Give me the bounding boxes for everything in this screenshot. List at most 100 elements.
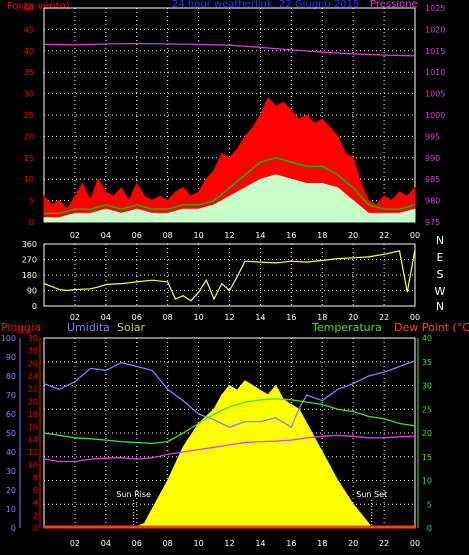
wind-average-line <box>44 157 416 215</box>
solar-area <box>133 380 373 529</box>
wind-panel-xtick: 02 <box>70 231 80 240</box>
climate-panel-xtick: 10 <box>193 539 203 548</box>
direction-panel-xtick: 16 <box>286 313 296 322</box>
rain-ytick: 14 <box>28 435 38 444</box>
wind-ytick: 25 <box>24 111 34 120</box>
pressure-ytick: 990 <box>425 154 440 163</box>
rain-ytick: 24 <box>28 372 38 381</box>
rain-ytick: 18 <box>28 410 38 419</box>
wind-panel-xtick: 22 <box>379 231 389 240</box>
chart-title: 24 hour weatherlink, 22 Giugno 2015 <box>172 0 360 10</box>
compass-label: W <box>435 285 446 298</box>
rain-ytick: 10 <box>28 461 38 470</box>
direction-ytick: 180 <box>22 271 37 280</box>
temperature-ytick: 35 <box>422 358 432 367</box>
temperature-ytick: 0 <box>427 524 432 533</box>
legend-temperature: Temperatura <box>312 321 382 334</box>
rain-ytick: 6 <box>33 486 38 495</box>
legend-humidity: Umidita <box>67 321 110 334</box>
humidity-ytick: 80 <box>6 372 16 381</box>
pressure-ytick: 995 <box>425 132 440 141</box>
wind-panel-xtick: 10 <box>193 231 203 240</box>
direction-panel-xtick: 22 <box>379 313 389 322</box>
wind-speed-area <box>43 174 416 223</box>
wind-axis-label: Forza vento) <box>7 1 70 12</box>
rain-ytick: 26 <box>28 359 38 368</box>
climate-panel-xtick: 12 <box>224 539 234 548</box>
pressure-ytick: 980 <box>425 197 440 206</box>
compass-label: S <box>437 268 444 281</box>
direction-panel-xtick: 02 <box>70 313 80 322</box>
humidity-ytick: 20 <box>6 486 16 495</box>
legend-solar: Solar <box>117 321 146 334</box>
rain-ytick: 28 <box>28 347 38 356</box>
direction-ytick: 270 <box>22 256 37 265</box>
wind-ytick: 30 <box>24 90 34 99</box>
pressure-ytick: 985 <box>425 175 440 184</box>
direction-ytick: 360 <box>22 240 37 249</box>
direction-panel-xtick: 04 <box>101 313 111 322</box>
climate-panel-xtick: 14 <box>255 539 265 548</box>
rain-ytick: 22 <box>28 385 38 394</box>
wind-ytick: 40 <box>24 47 34 56</box>
humidity-ytick: 10 <box>6 505 16 514</box>
climate-panel-xtick: 06 <box>132 539 142 548</box>
legend-dew-point: Dew Point (°C) <box>394 321 469 334</box>
humidity-ytick: 30 <box>6 467 16 476</box>
wind-ytick: 15 <box>24 154 34 163</box>
humidity-ytick: 100 <box>1 334 16 343</box>
wind-panel-xtick: 14 <box>255 231 265 240</box>
direction-panel-xtick: 00 <box>410 313 420 322</box>
temperature-ytick: 40 <box>422 334 432 343</box>
temperature-ytick: 15 <box>422 453 432 462</box>
rain-ytick: 30 <box>28 334 38 343</box>
pressure-ytick: 1020 <box>425 25 445 34</box>
wind-ytick: 45 <box>24 25 34 34</box>
direction-panel-xtick: 12 <box>224 313 234 322</box>
compass-label: N <box>436 234 444 247</box>
wind-ytick: 0 <box>29 218 34 227</box>
direction-ytick: 90 <box>27 287 37 296</box>
pressure-ytick: 975 <box>425 218 440 227</box>
humidity-ytick: 50 <box>6 429 16 438</box>
rain-ytick: 4 <box>33 499 38 508</box>
humidity-ytick: 60 <box>6 410 16 419</box>
wind-ytick: 35 <box>24 68 34 77</box>
compass-label: N <box>436 300 444 313</box>
climate-panel-xtick: 18 <box>317 539 327 548</box>
climate-panel-xtick: 20 <box>348 539 358 548</box>
temperature-ytick: 25 <box>422 405 432 414</box>
direction-panel-xtick: 18 <box>317 313 327 322</box>
humidity-ytick: 70 <box>6 391 16 400</box>
temperature-ytick: 30 <box>422 382 432 391</box>
dew-point-line <box>43 434 416 463</box>
direction-panel-xtick: 06 <box>132 313 142 322</box>
wind-panel-xtick: 16 <box>286 231 296 240</box>
wind-ytick: 10 <box>24 175 34 184</box>
compass-label: E <box>437 251 444 264</box>
pressure-ytick: 1005 <box>425 90 445 99</box>
wind-ytick: 20 <box>24 132 34 141</box>
wind-panel-xtick: 00 <box>410 231 420 240</box>
wind-panel-xtick: 12 <box>224 231 234 240</box>
sun-rise-label: Sun Rise <box>116 490 151 499</box>
wind-panel-xtick: 08 <box>163 231 173 240</box>
humidity-line <box>43 360 416 429</box>
rain-ytick: 16 <box>28 423 38 432</box>
direction-panel-xtick: 08 <box>163 313 173 322</box>
rain-ytick: 8 <box>33 473 38 482</box>
climate-panel-xtick: 04 <box>101 539 111 548</box>
sun-set-label: Sun Set <box>356 490 387 499</box>
wind-panel-xtick: 18 <box>317 231 327 240</box>
wind-ytick: 5 <box>29 197 34 206</box>
rain-ytick: 12 <box>28 448 38 457</box>
humidity-ytick: 90 <box>6 353 16 362</box>
pressure-ytick: 1010 <box>425 68 445 77</box>
pressure-ytick: 1025 <box>425 4 445 13</box>
pressure-axis-label: Pressione <box>370 0 418 10</box>
rain-ytick: 20 <box>28 397 38 406</box>
pressure-ytick: 1015 <box>425 47 445 56</box>
wind-panel-xtick: 20 <box>348 231 358 240</box>
wind-panel-xtick: 06 <box>132 231 142 240</box>
